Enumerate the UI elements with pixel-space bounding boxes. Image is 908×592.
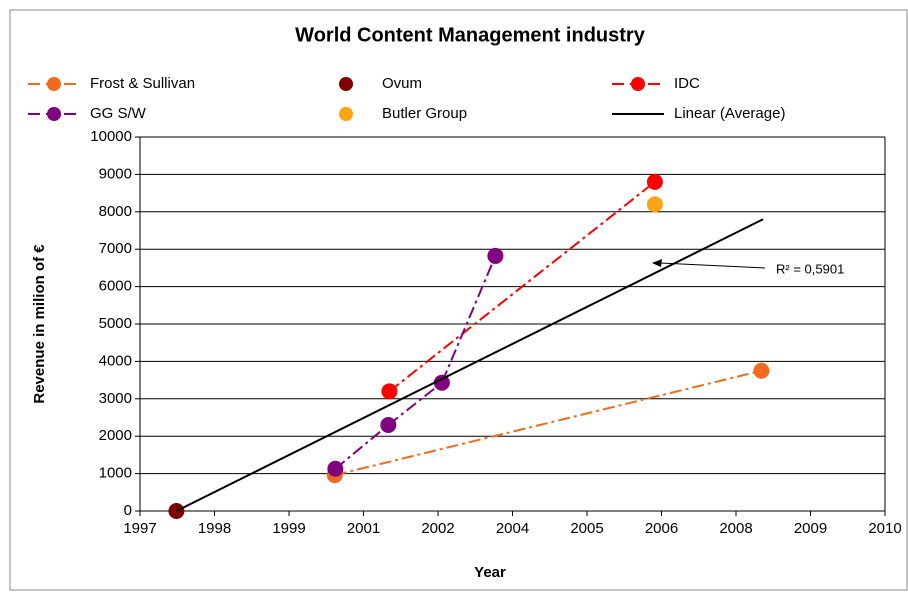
annotation: R² = 0,5901 xyxy=(776,261,844,276)
x-tick-label: 1997 xyxy=(123,520,156,537)
x-tick-label: 2001 xyxy=(347,520,380,537)
legend-label: IDC xyxy=(674,75,700,92)
legend-marker xyxy=(631,77,645,91)
y-tick-label: 2000 xyxy=(99,427,132,444)
y-tick-label: 8000 xyxy=(99,203,132,220)
y-axis-label: Revenue in milion of € xyxy=(31,244,48,404)
data-point xyxy=(433,374,450,391)
x-tick-label: 2002 xyxy=(421,520,454,537)
series-line xyxy=(334,255,497,470)
x-tick-label: 2009 xyxy=(794,520,827,537)
data-point xyxy=(381,383,398,400)
data-point xyxy=(327,460,344,477)
data-point xyxy=(380,416,397,433)
y-tick-label: 0 xyxy=(124,502,132,519)
annotation-arrowhead xyxy=(652,259,662,267)
x-tick-label: 2004 xyxy=(496,520,529,537)
y-tick-label: 1000 xyxy=(99,465,132,482)
data-point xyxy=(487,247,504,264)
y-tick-label: 7000 xyxy=(99,240,132,257)
legend-marker xyxy=(47,77,61,91)
data-point xyxy=(753,362,770,379)
x-tick-label: 1998 xyxy=(198,520,231,537)
y-tick-label: 6000 xyxy=(99,278,132,295)
legend-marker xyxy=(339,107,353,121)
data-point xyxy=(646,173,663,190)
legend-marker xyxy=(47,107,61,121)
legend-label: Ovum xyxy=(382,75,422,92)
chart-frame xyxy=(9,9,908,591)
x-tick-label: 2006 xyxy=(645,520,678,537)
legend-label: Frost & Sullivan xyxy=(90,75,195,92)
data-point xyxy=(646,196,663,213)
y-tick-label: 5000 xyxy=(99,315,132,332)
legend-label: GG S/W xyxy=(90,105,147,122)
y-tick-label: 4000 xyxy=(99,352,132,369)
series-line xyxy=(334,369,762,477)
x-tick-label: 2008 xyxy=(719,520,752,537)
annotation-arrow xyxy=(659,262,766,269)
y-tick-label: 10000 xyxy=(90,128,132,145)
x-axis-label: Year xyxy=(474,564,506,581)
x-tick-label: 2005 xyxy=(570,520,603,537)
x-tick-label: 2010 xyxy=(868,520,901,537)
series-line xyxy=(175,218,764,512)
y-tick-label: 3000 xyxy=(99,390,132,407)
x-tick-label: 1999 xyxy=(272,520,305,537)
series-line xyxy=(388,181,656,393)
legend-marker xyxy=(339,77,353,91)
chart-title: World Content Management industry xyxy=(295,24,646,46)
legend-label: Butler Group xyxy=(382,105,467,122)
y-tick-label: 9000 xyxy=(99,165,132,182)
legend-label: Linear (Average) xyxy=(674,105,785,122)
